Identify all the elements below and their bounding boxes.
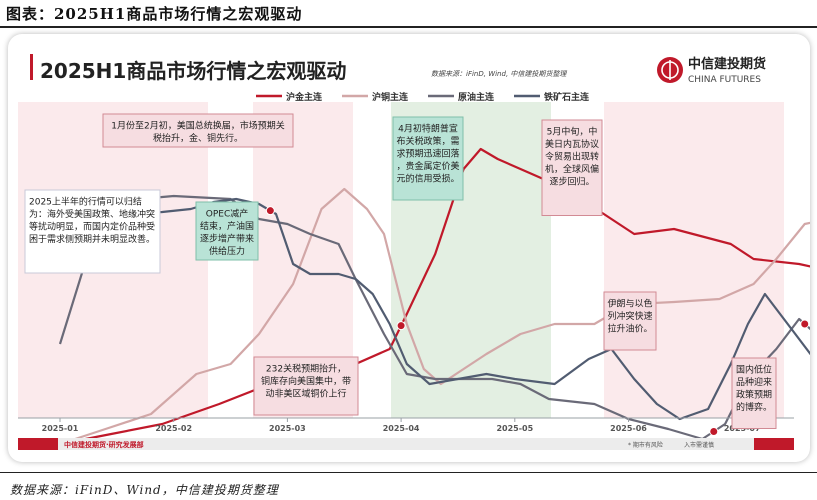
annotation-line-opec: OPEC减产 <box>206 208 248 220</box>
report-source: 数据来源：iFinD、Wind，中信建投期货整理 <box>10 483 279 497</box>
annotation-line-h1: 为：海外受美国政策、地缘冲突 <box>29 208 155 220</box>
event-marker-5 <box>800 319 810 329</box>
footer-strip-accent <box>18 438 58 450</box>
annotation-box-apr <box>392 116 464 201</box>
annotation-line-apr: 求预期迅速回落 <box>396 148 459 160</box>
footer-strip-caution: 入市需谨慎 <box>684 441 714 449</box>
footer-strip-end <box>754 438 794 450</box>
legend-label-3: 原油主连 <box>458 91 495 103</box>
footer-strip-risk: * 期市有风险 <box>628 441 663 449</box>
event-marker-1 <box>265 206 275 216</box>
annotation-line-apr: ，贵金属定价美 <box>396 160 459 172</box>
footer-strip-left: 中信建投期货·研究发展部 <box>64 440 144 449</box>
brand-logo: 中信建投期货 CHINA FUTURES <box>657 56 766 85</box>
report-header: 图表：2025H1商品市场行情之宏观驱动 <box>0 0 817 28</box>
annotation-line-domestic: 政策预期 <box>736 389 772 401</box>
chart-legend: 沪金主连 沪铜主连 原油主连 铁矿石主连 <box>256 91 590 103</box>
footer-rule <box>0 472 817 473</box>
annotation-line-apr: 元的信用受损。 <box>396 173 459 185</box>
footer-strip <box>18 438 794 450</box>
annotation-line-domestic: 品种迎来 <box>736 376 772 388</box>
header-rule <box>0 26 817 28</box>
annotation-box-h1 <box>24 189 161 274</box>
annotation-box-s232 <box>253 356 359 416</box>
annotation-line-s232: 铜库存向美国集中，带 <box>261 375 351 387</box>
series-line-2 <box>59 187 810 446</box>
x-tick-label: 2025-05 <box>496 424 533 433</box>
annotation-line-may: 5月中旬，中 <box>547 126 598 138</box>
annotation-line-domestic: 的博弈。 <box>736 401 772 413</box>
x-tick-label: 2025-03 <box>269 424 306 433</box>
event-marker-2 <box>396 321 406 331</box>
chart-title: 2025H1商品市场行情之宏观驱动 <box>40 59 346 83</box>
annotation-line-apr: 4月初特朗普宣 <box>398 123 458 135</box>
x-tick-label: 2025-02 <box>155 424 192 433</box>
annotation-line-iran: 列冲突快速 <box>607 310 652 322</box>
annotation-line-may: 逐步回归。 <box>549 176 594 188</box>
annotation-box-jan <box>102 113 294 148</box>
x-tick-label: 2025-01 <box>42 424 79 433</box>
annotation-box-iran <box>603 291 657 351</box>
event-marker-4 <box>709 427 719 436</box>
annotation-line-opec: 结束，产油国 <box>200 220 254 232</box>
annotation-line-may: 令贸易出现转 <box>545 151 599 163</box>
annotation-line-s232: 动非美区域铜价上行 <box>265 388 346 400</box>
annotation-box-may <box>541 119 603 216</box>
annotation-line-opec: 供给压力 <box>209 245 245 257</box>
annotation-line-jan: 1月份至2月初，美国总统换届，市场预期关 <box>111 120 284 132</box>
annotation-line-s232: 232关税预期抬升， <box>266 363 346 375</box>
annotation-line-may: 美日内瓦协议 <box>545 138 599 150</box>
report-title: 图表：2025H1商品市场行情之宏观驱动 <box>6 5 303 23</box>
x-tick-label: 2025-04 <box>383 424 420 433</box>
legend-label-4: 铁矿石主连 <box>544 91 590 103</box>
legend-label-2: 沪铜主连 <box>372 91 409 103</box>
annotation-line-apr: 布关税政策，需 <box>396 135 459 147</box>
annotation-line-h1: 困于需求侧预期并未明显改善。 <box>29 233 155 245</box>
annotation-line-opec: 逐步增产带来 <box>200 233 254 245</box>
annotation-line-iran: 伊朗与以色 <box>607 298 652 310</box>
title-accent-bar <box>30 54 33 80</box>
legend-label-1: 沪金主连 <box>286 91 323 103</box>
annotation-line-domestic: 国内低位 <box>736 364 772 376</box>
annotation-box-domestic <box>731 357 777 429</box>
annotation-line-h1: 2025上半年的行情可以归结 <box>29 196 142 208</box>
annotation-line-h1: 等扰动明显，而国内定价品种受 <box>29 221 155 233</box>
series-line-1 <box>59 147 810 446</box>
annotation-line-jan: 税抬升，金、铜先行。 <box>153 132 243 144</box>
logo-cn: 中信建投期货 <box>688 56 766 72</box>
annotation-box-opec <box>195 201 259 261</box>
logo-en: CHINA FUTURES <box>688 75 761 85</box>
annotation-line-may: 机，全球风偏 <box>545 163 599 175</box>
series-line-4 <box>59 197 810 421</box>
x-tick-label: 2025-06 <box>610 424 647 433</box>
chart-card: 2025H1商品市场行情之宏观驱动 数据来源：iFinD, Wind, 中信建投… <box>8 34 810 462</box>
chart-subtitle: 数据来源：iFinD, Wind, 中信建投期货整理 <box>431 70 567 78</box>
annotation-line-iran: 拉升油价。 <box>607 323 652 335</box>
chart-svg: 2025H1商品市场行情之宏观驱动 数据来源：iFinD, Wind, 中信建投… <box>18 54 810 450</box>
